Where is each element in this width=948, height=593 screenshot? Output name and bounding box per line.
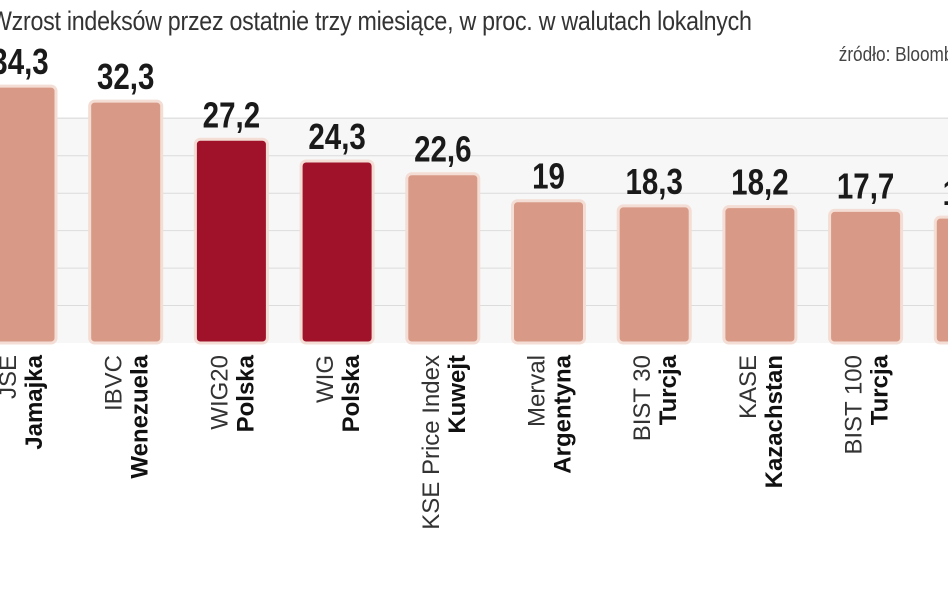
- index-name: WIG20: [206, 355, 233, 430]
- index-name: FTSE MIB: [946, 355, 948, 466]
- index-name: Merval: [524, 355, 551, 427]
- country-name: Argentyna: [550, 354, 577, 473]
- category-label: BIST 30 Turcja: [629, 354, 682, 441]
- country-name: Turcja: [867, 354, 894, 425]
- bar: [511, 199, 586, 345]
- country-name: Wenezuela: [127, 354, 154, 478]
- category-label: KSE Price Index Kuwejt: [418, 355, 471, 530]
- bar: [616, 204, 692, 345]
- index-name: BIST 100: [841, 355, 868, 455]
- value-label: 22,6: [414, 129, 471, 169]
- category-label: JSE Jamajka: [0, 354, 48, 449]
- value-label: 19: [532, 156, 565, 196]
- bar: [0, 84, 58, 345]
- category-label: Merval Argentyna: [524, 354, 577, 473]
- index-name: KSE Price Index: [418, 355, 445, 530]
- value-label: 34,3: [0, 41, 49, 81]
- country-name: Kazachstan: [761, 355, 788, 488]
- value-label: 18,2: [731, 162, 788, 202]
- country-name: Jamajka: [21, 354, 48, 449]
- value-label: 18,3: [625, 161, 682, 201]
- bar: [722, 205, 798, 345]
- bar: [405, 172, 481, 345]
- value-label: 17,7: [837, 166, 894, 206]
- value-label: 32,3: [97, 56, 154, 96]
- bar: [193, 137, 269, 345]
- category-label: BIST 100 Turcja: [841, 354, 894, 454]
- chart-source: źródło: Bloomberg: [838, 44, 948, 66]
- category-label: WIG20 Polska: [206, 354, 259, 432]
- index-name: BIST 30: [629, 355, 656, 441]
- index-name: JSE: [0, 355, 22, 399]
- value-label: 27,2: [203, 94, 260, 134]
- index-name: KASE: [735, 355, 762, 419]
- chart-title: Wzrost indeksów przez ostatnie trzy mies…: [0, 6, 752, 36]
- category-label: WIG Polska: [312, 354, 365, 432]
- country-name: Turcja: [655, 354, 682, 425]
- category-label: KASE Kazachstan: [735, 355, 788, 488]
- country-name: Polska: [338, 354, 365, 432]
- bar: [828, 208, 904, 345]
- category-label: IBVC Wenezuela: [101, 354, 154, 478]
- bar: [933, 215, 948, 345]
- index-name: WIG: [312, 355, 339, 403]
- country-name: Polska: [232, 354, 259, 432]
- category-label: FTSE MIB: [946, 355, 948, 466]
- country-name: Kuwejt: [444, 355, 471, 434]
- bar: [88, 99, 164, 345]
- index-name: IBVC: [101, 355, 128, 411]
- value-label: 24,3: [308, 116, 365, 156]
- bar: [299, 159, 375, 345]
- value-label: 16,8: [943, 172, 948, 212]
